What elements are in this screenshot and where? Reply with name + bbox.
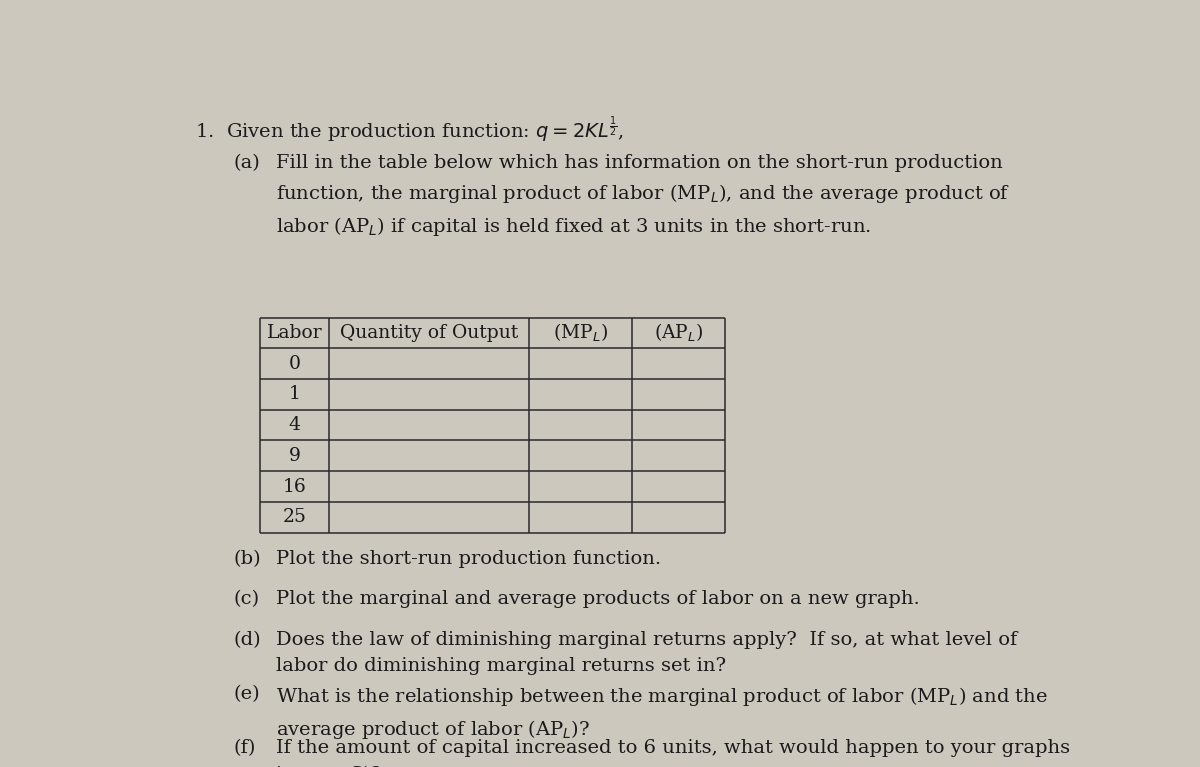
Text: Plot the marginal and average products of labor on a new graph.: Plot the marginal and average products o… xyxy=(276,591,920,608)
Text: (d): (d) xyxy=(234,630,262,649)
Text: (e): (e) xyxy=(234,685,260,703)
Text: If the amount of capital increased to 6 units, what would happen to your graphs
: If the amount of capital increased to 6 … xyxy=(276,739,1070,767)
Text: 16: 16 xyxy=(283,478,306,495)
Text: (c): (c) xyxy=(234,591,260,608)
Text: Quantity of Output: Quantity of Output xyxy=(341,324,518,342)
Text: (MP$_L$): (MP$_L$) xyxy=(553,322,608,344)
Text: Fill in the table below which has information on the short-run production
functi: Fill in the table below which has inform… xyxy=(276,154,1010,239)
Text: (a): (a) xyxy=(234,154,260,172)
Text: What is the relationship between the marginal product of labor (MP$_L$) and the
: What is the relationship between the mar… xyxy=(276,685,1048,741)
Text: Does the law of diminishing marginal returns apply?  If so, at what level of
lab: Does the law of diminishing marginal ret… xyxy=(276,630,1018,675)
Text: 4: 4 xyxy=(289,416,301,434)
Text: 1: 1 xyxy=(289,386,300,403)
Text: (AP$_L$): (AP$_L$) xyxy=(654,322,703,344)
Text: (f): (f) xyxy=(234,739,256,757)
Text: 1.  Given the production function: $q = 2KL^{\frac{1}{2}}$,: 1. Given the production function: $q = 2… xyxy=(194,114,624,145)
Text: 25: 25 xyxy=(283,509,307,526)
Text: (b): (b) xyxy=(234,551,262,568)
Text: Plot the short-run production function.: Plot the short-run production function. xyxy=(276,551,661,568)
Text: 0: 0 xyxy=(289,354,301,373)
Text: Labor: Labor xyxy=(266,324,323,342)
Text: 9: 9 xyxy=(289,447,300,465)
